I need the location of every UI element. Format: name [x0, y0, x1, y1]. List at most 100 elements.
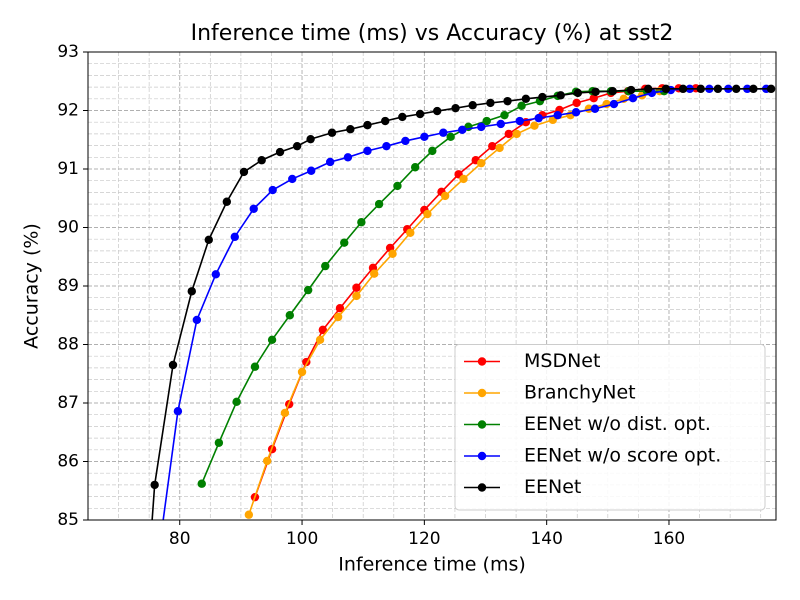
- data-point: [204, 235, 213, 244]
- data-point: [696, 84, 705, 94]
- data-point: [335, 304, 345, 313]
- data-point: [488, 141, 497, 151]
- data-point: [486, 98, 495, 108]
- data-point: [262, 456, 272, 466]
- data-point: [321, 261, 330, 271]
- data-point: [318, 325, 328, 335]
- y-tick-label: 88: [57, 335, 79, 355]
- data-point: [556, 91, 565, 100]
- data-point: [732, 84, 741, 94]
- data-point: [517, 101, 526, 111]
- data-point: [150, 480, 159, 490]
- data-point: [439, 128, 448, 137]
- data-point: [428, 146, 437, 156]
- data-point: [363, 120, 372, 130]
- legend-marker: [477, 420, 487, 429]
- legend-label: BranchyNet: [524, 382, 636, 404]
- data-point: [352, 291, 361, 301]
- data-point: [504, 129, 513, 139]
- x-tick-label: 140: [530, 529, 562, 549]
- data-point: [192, 315, 202, 325]
- y-tick-label: 93: [57, 42, 79, 62]
- data-point: [515, 116, 524, 126]
- data-point: [285, 311, 295, 320]
- data-point: [327, 128, 337, 137]
- y-tick-label: 87: [57, 393, 79, 413]
- data-point: [451, 103, 460, 113]
- data-point: [512, 129, 521, 139]
- data-point: [534, 113, 543, 123]
- legend-marker: [477, 451, 487, 461]
- data-point: [628, 94, 638, 103]
- data-point: [626, 85, 636, 95]
- data-point: [446, 132, 455, 142]
- data-point: [374, 199, 384, 209]
- plot-area: [150, 84, 776, 520]
- data-point: [591, 87, 600, 96]
- data-point: [346, 125, 355, 134]
- legend-marker: [477, 357, 487, 366]
- data-point: [343, 153, 353, 162]
- data-point: [363, 146, 372, 156]
- data-point: [521, 94, 531, 104]
- data-point: [280, 408, 290, 418]
- data-point: [410, 163, 420, 172]
- data-point: [303, 285, 313, 295]
- legend-marker: [477, 388, 487, 398]
- data-point: [609, 99, 619, 109]
- data-point: [459, 174, 468, 184]
- x-tick-label: 120: [408, 529, 440, 549]
- data-point: [420, 132, 429, 142]
- data-point: [393, 181, 402, 191]
- data-point: [440, 191, 450, 201]
- data-point: [766, 84, 776, 94]
- data-point: [306, 134, 315, 144]
- data-point: [267, 335, 277, 345]
- data-point: [643, 84, 653, 94]
- legend-label: EENet: [524, 476, 581, 498]
- data-point: [415, 109, 425, 119]
- data-point: [249, 204, 258, 213]
- data-point: [173, 406, 183, 416]
- legend-marker: [477, 483, 487, 492]
- data-point: [477, 122, 486, 132]
- data-point: [713, 84, 723, 94]
- data-point: [197, 479, 206, 488]
- data-point: [432, 106, 442, 116]
- legend-box: [454, 344, 766, 511]
- data-point: [357, 218, 366, 227]
- data-point: [500, 110, 509, 120]
- y-tick-label: 91: [57, 159, 79, 179]
- data-point: [244, 510, 254, 519]
- data-point: [187, 287, 196, 296]
- data-point: [325, 157, 335, 167]
- data-point: [297, 367, 307, 377]
- data-point: [572, 98, 581, 108]
- data-point: [211, 270, 221, 279]
- data-point: [553, 110, 562, 120]
- data-point: [288, 174, 297, 184]
- y-tick-label: 89: [57, 276, 79, 296]
- data-point: [340, 238, 349, 247]
- data-point: [590, 104, 600, 113]
- data-point: [571, 108, 581, 117]
- data-point: [678, 84, 688, 94]
- data-point: [661, 84, 671, 94]
- data-point: [370, 269, 379, 278]
- data-point: [589, 94, 598, 103]
- y-tick-label: 86: [57, 452, 79, 472]
- data-point: [214, 438, 224, 447]
- data-point: [401, 136, 410, 146]
- data-point: [468, 101, 477, 110]
- data-point: [381, 116, 390, 126]
- data-point: [503, 96, 512, 106]
- x-tick-label: 100: [286, 529, 318, 549]
- chart-title: Inference time (ms) vs Accuracy (%) at s…: [191, 21, 674, 46]
- y-tick-label: 90: [57, 218, 79, 238]
- data-point: [398, 112, 407, 122]
- y-tick-label: 85: [57, 510, 79, 530]
- y-tick-label: 92: [57, 101, 79, 121]
- data-point: [423, 209, 432, 219]
- data-point: [292, 141, 302, 151]
- data-point: [749, 84, 758, 94]
